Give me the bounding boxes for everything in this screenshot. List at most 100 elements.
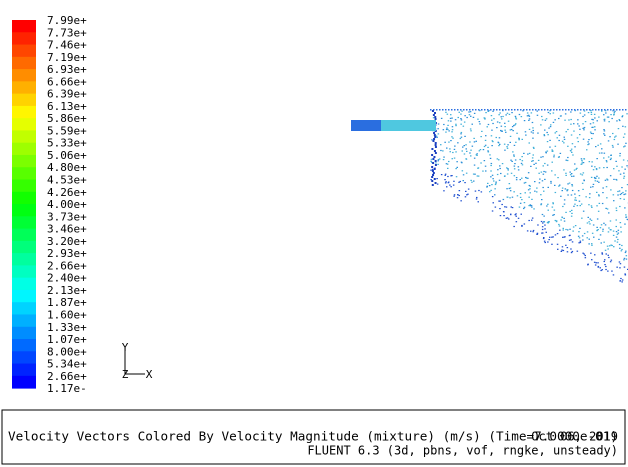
vector bbox=[609, 136, 611, 138]
vector bbox=[505, 114, 507, 116]
vector bbox=[553, 154, 555, 156]
vector bbox=[448, 160, 450, 163]
vector bbox=[609, 220, 612, 222]
vector bbox=[432, 117, 435, 119]
vector bbox=[612, 132, 614, 135]
vector bbox=[547, 134, 549, 136]
vector bbox=[464, 182, 466, 184]
vector bbox=[537, 224, 539, 226]
vector bbox=[567, 145, 569, 147]
vector bbox=[540, 156, 542, 158]
vector bbox=[551, 149, 553, 151]
vector bbox=[556, 109, 558, 111]
vector bbox=[450, 140, 452, 142]
vector bbox=[497, 141, 499, 143]
vector bbox=[541, 213, 544, 216]
vector bbox=[500, 172, 502, 175]
vector bbox=[574, 199, 576, 201]
vector bbox=[559, 184, 561, 186]
vector bbox=[573, 175, 575, 177]
colorbar-label: 6.13e+ bbox=[47, 100, 87, 113]
vector bbox=[607, 140, 610, 142]
vector bbox=[444, 174, 446, 176]
vector bbox=[538, 172, 540, 174]
vector bbox=[605, 207, 607, 209]
vector bbox=[501, 203, 503, 206]
vector bbox=[513, 165, 516, 167]
vector bbox=[558, 134, 561, 136]
vector bbox=[465, 158, 467, 160]
vector bbox=[468, 111, 470, 113]
vector bbox=[583, 109, 585, 111]
vector bbox=[544, 228, 546, 230]
vector bbox=[603, 241, 605, 243]
vector bbox=[515, 123, 517, 125]
vector bbox=[613, 109, 615, 111]
vector bbox=[447, 167, 449, 169]
vector bbox=[623, 266, 626, 268]
vector bbox=[470, 130, 472, 132]
vector bbox=[498, 114, 500, 116]
vector bbox=[496, 121, 499, 123]
vector bbox=[615, 135, 617, 137]
vector bbox=[570, 173, 573, 175]
vector bbox=[477, 175, 480, 177]
vector bbox=[523, 223, 526, 225]
vector bbox=[525, 134, 527, 136]
vector bbox=[490, 115, 493, 117]
vector bbox=[532, 109, 534, 111]
vector bbox=[487, 146, 489, 148]
vector bbox=[542, 173, 545, 175]
vector bbox=[595, 168, 598, 170]
vector bbox=[569, 174, 572, 176]
vector bbox=[569, 210, 571, 213]
colorbar-swatch bbox=[12, 32, 36, 46]
vector bbox=[503, 143, 506, 145]
vector bbox=[464, 115, 466, 117]
vector bbox=[581, 163, 583, 165]
vector bbox=[442, 159, 445, 161]
vector bbox=[492, 202, 494, 204]
vector bbox=[605, 253, 607, 255]
vector bbox=[567, 156, 569, 159]
vector bbox=[543, 170, 545, 173]
vector bbox=[544, 178, 546, 180]
vector bbox=[486, 186, 488, 188]
vector bbox=[454, 109, 456, 111]
vector bbox=[491, 196, 494, 198]
vector bbox=[515, 221, 518, 223]
vector bbox=[561, 140, 564, 142]
vector bbox=[505, 206, 508, 208]
vector bbox=[582, 115, 584, 118]
vector bbox=[466, 116, 468, 119]
vector bbox=[523, 207, 525, 210]
vector bbox=[504, 126, 506, 128]
colorbar-swatch bbox=[12, 105, 36, 119]
vector bbox=[530, 230, 532, 232]
vector bbox=[620, 277, 622, 280]
vector bbox=[604, 249, 607, 251]
vector bbox=[552, 112, 555, 114]
vector bbox=[560, 115, 562, 117]
vector bbox=[451, 136, 453, 138]
vector bbox=[600, 224, 603, 226]
vector bbox=[619, 205, 621, 208]
vector bbox=[431, 148, 434, 150]
vector bbox=[595, 109, 597, 111]
colorbar-swatch bbox=[12, 277, 36, 291]
vector bbox=[582, 138, 585, 140]
vector bbox=[491, 184, 493, 186]
vector bbox=[615, 219, 617, 221]
vector bbox=[578, 200, 581, 202]
vector bbox=[569, 150, 572, 152]
vector bbox=[608, 121, 610, 123]
colorbar-swatch bbox=[12, 142, 36, 156]
vector bbox=[444, 179, 446, 181]
vector bbox=[567, 229, 569, 231]
vector bbox=[596, 120, 598, 122]
vector bbox=[430, 109, 432, 111]
vector bbox=[452, 151, 454, 154]
vector bbox=[612, 274, 615, 276]
vector bbox=[554, 219, 557, 222]
